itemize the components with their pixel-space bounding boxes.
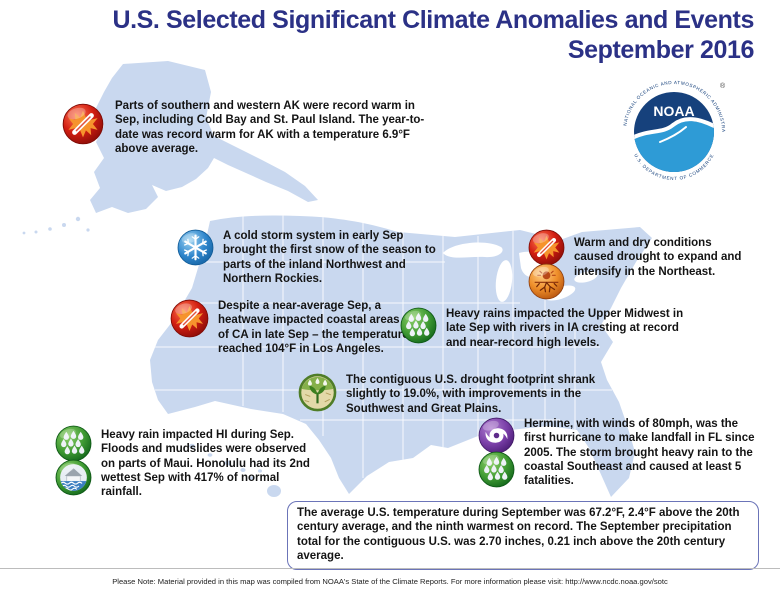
contiguous-us-silhouette — [150, 215, 652, 497]
flood-icon — [55, 459, 92, 496]
hot-temperature-icon — [62, 103, 104, 145]
annotation-hurricane-hermine: Hermine, with winds of 80mph, was the fi… — [478, 417, 762, 488]
heavy-rain-icon — [478, 451, 515, 488]
annotation-icons — [55, 425, 92, 496]
noaa-acronym: NOAA — [653, 103, 694, 119]
annotation-text: Warm and dry conditions caused drought t… — [574, 237, 742, 278]
title-line-1: U.S. Selected Significant Climate Anomal… — [112, 6, 754, 34]
drought-icon — [528, 263, 565, 300]
annotation-california-heatwave: Despite a near-average Sep, a heatwave i… — [170, 299, 412, 356]
annotation-hawaii-rain: Heavy rain impacted HI during Sep. Flood… — [55, 425, 317, 499]
annotation-text: A cold storm system in early Sep brought… — [223, 230, 436, 285]
annotation-upper-midwest-rain: Heavy rains impacted the Upper Midwest i… — [400, 307, 692, 350]
registered-mark: ® — [720, 82, 726, 90]
drought-improvement-icon — [298, 373, 337, 412]
page-title: U.S. Selected Significant Climate Anomal… — [26, 6, 754, 65]
annotation-text: Despite a near-average Sep, a heatwave i… — [218, 300, 409, 355]
state-borders — [150, 215, 612, 478]
annotation-icons — [478, 417, 515, 488]
annotation-icons — [298, 373, 337, 412]
noaa-logo: NOAA NATIONAL OCEANIC AND ATMOSPHERIC AD… — [618, 74, 726, 181]
alaska-silhouette — [90, 61, 318, 213]
annotation-text: Heavy rain impacted HI during Sep. Flood… — [101, 429, 310, 498]
annotation-icons — [170, 299, 209, 338]
annotation-text: The contiguous U.S. drought footprint sh… — [346, 374, 596, 415]
annotation-icons — [528, 229, 565, 300]
heavy-rain-icon — [400, 307, 437, 344]
snowflake-icon — [177, 229, 214, 266]
annotation-text: Parts of southern and western AK were re… — [115, 100, 425, 155]
annotation-drought-footprint: The contiguous U.S. drought footprint sh… — [298, 373, 604, 416]
annotation-northwest-snow: A cold storm system in early Sep brought… — [177, 229, 439, 286]
annotation-text: Hermine, with winds of 80mph, was the fi… — [524, 418, 755, 487]
heavy-rain-icon — [55, 425, 92, 462]
annotation-icons — [62, 103, 104, 145]
annotation-icons — [177, 229, 214, 266]
annotation-alaska-warmth: Parts of southern and western AK were re… — [62, 99, 434, 156]
footer-note: Please Note: Material provided in this m… — [112, 577, 668, 586]
footer-divider — [0, 568, 780, 569]
hot-temperature-icon — [170, 299, 209, 338]
hurricane-icon — [478, 417, 515, 454]
hot-temperature-icon — [528, 229, 565, 266]
annotation-text: Heavy rains impacted the Upper Midwest i… — [446, 308, 684, 349]
annotation-northeast-drought: Warm and dry conditions caused drought t… — [528, 229, 746, 300]
hawaii-silhouette — [189, 443, 281, 497]
title-line-2: September 2016 — [567, 35, 755, 64]
annotation-icons — [400, 307, 437, 344]
monthly-summary-box: The average U.S. temperature during Sept… — [287, 501, 759, 570]
